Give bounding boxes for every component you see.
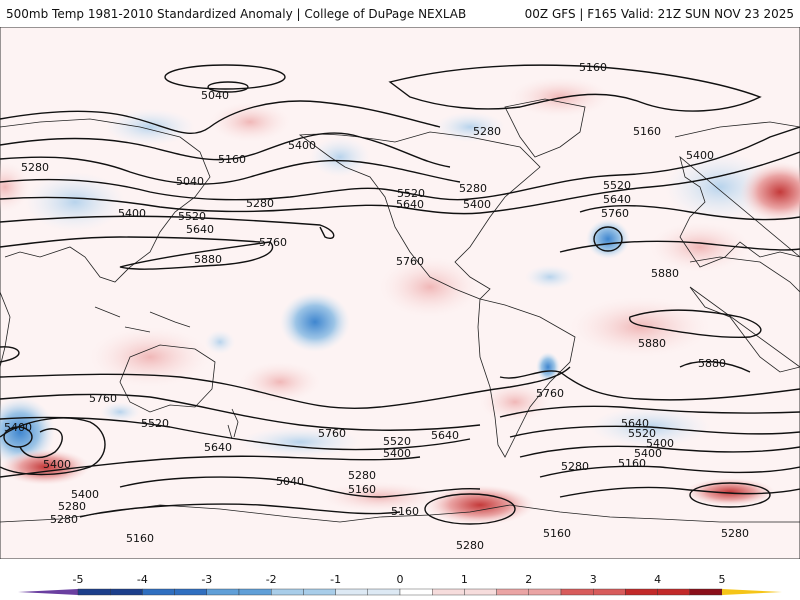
contour-label: 5880 bbox=[698, 357, 726, 370]
contour-label: 5280 bbox=[561, 460, 589, 473]
contour-label: 5400 bbox=[4, 421, 32, 434]
colorbar-tick-label: -2 bbox=[266, 573, 277, 586]
contour-label: 5640 bbox=[204, 441, 232, 454]
colorbar-tick-label: -1 bbox=[330, 573, 341, 586]
colorbar-tick-label: 2 bbox=[525, 573, 532, 586]
colorbar-max-arrow bbox=[722, 589, 782, 595]
contour-label: 5880 bbox=[194, 253, 222, 266]
contour-label: 5160 bbox=[633, 125, 661, 138]
contour-label: 5400 bbox=[463, 198, 491, 211]
contour-label: 5160 bbox=[543, 527, 571, 540]
contour-label: 5640 bbox=[396, 198, 424, 211]
colorbar-swatch bbox=[271, 588, 304, 596]
contour-label: 5160 bbox=[579, 61, 607, 74]
contour-label: 5520 bbox=[397, 187, 425, 200]
contour-label: 5280 bbox=[721, 527, 749, 540]
colorbar-swatch bbox=[528, 588, 562, 596]
colorbar-swatch bbox=[367, 588, 401, 596]
contour-label: 5160 bbox=[218, 153, 246, 166]
colorbar-swatch bbox=[303, 588, 336, 596]
colorbar: -5 -4 -3 -2 -1 0 1 2 3 4 5 bbox=[18, 573, 782, 596]
contour-label: 5040 bbox=[276, 475, 304, 488]
contour-label: 5400 bbox=[43, 458, 71, 471]
colorbar-swatch bbox=[593, 588, 626, 596]
colorbar-tick-label: -4 bbox=[137, 573, 148, 586]
contour-label: 5520 bbox=[628, 427, 656, 440]
contour-label: 5880 bbox=[651, 267, 679, 280]
contour-labels: 5160 5040 5400 5280 5160 5280 5400 5040 … bbox=[4, 61, 749, 552]
contour-label: 5640 bbox=[621, 417, 649, 430]
contour-label: 5280 bbox=[246, 197, 274, 210]
contour-label: 5160 bbox=[348, 483, 376, 496]
colorbar-swatch bbox=[174, 588, 208, 596]
colorbar-tick-label: 5 bbox=[719, 573, 726, 586]
contour-label: 5280 bbox=[348, 469, 376, 482]
anomaly-map: 5160 5040 5400 5280 5160 5280 5400 5040 … bbox=[0, 27, 800, 559]
contour-label: 5640 bbox=[186, 223, 214, 236]
contour-label: 5520 bbox=[603, 179, 631, 192]
height-contours bbox=[0, 64, 800, 525]
contour-label: 5280 bbox=[50, 513, 78, 526]
colorbar-tick-label: 0 bbox=[397, 573, 404, 586]
contour-label: 5280 bbox=[456, 539, 484, 552]
contour-label: 5760 bbox=[318, 427, 346, 440]
contour-label: 5160 bbox=[618, 457, 646, 470]
contour-label: 5040 bbox=[201, 89, 229, 102]
contour-label: 5280 bbox=[459, 182, 487, 195]
contour-label: 5400 bbox=[288, 139, 316, 152]
contour-label: 5040 bbox=[176, 175, 204, 188]
colorbar-tick-label: -5 bbox=[73, 573, 84, 586]
map-title: 500mb Temp 1981-2010 Standardized Anomal… bbox=[6, 7, 467, 21]
contour-label: 5760 bbox=[601, 207, 629, 220]
colorbar-min-arrow bbox=[18, 589, 78, 595]
colorbar-swatch bbox=[689, 588, 723, 596]
contour-label: 5760 bbox=[396, 255, 424, 268]
contour-label: 5400 bbox=[686, 149, 714, 162]
contour-label: 5400 bbox=[118, 207, 146, 220]
colorbar-tick-label: 3 bbox=[590, 573, 597, 586]
colorbar-swatch bbox=[238, 588, 272, 596]
contour-label: 5640 bbox=[431, 429, 459, 442]
colorbar-swatch bbox=[560, 588, 594, 596]
contour-label: 5400 bbox=[383, 447, 411, 460]
colorbar-swatches bbox=[18, 588, 782, 596]
contour-label: 5160 bbox=[391, 505, 419, 518]
contour-label: 5280 bbox=[21, 161, 49, 174]
colorbar-swatch bbox=[109, 588, 143, 596]
colorbar-swatch bbox=[335, 588, 369, 596]
colorbar-swatch bbox=[496, 588, 530, 596]
colorbar-swatch bbox=[142, 588, 175, 596]
contour-label: 5760 bbox=[259, 236, 287, 249]
colorbar-tick-label: 1 bbox=[461, 573, 468, 586]
model-run-info: 00Z GFS | F165 Valid: 21Z SUN NOV 23 202… bbox=[524, 7, 794, 21]
colorbar-swatch bbox=[625, 588, 658, 596]
contour-label: 5400 bbox=[71, 488, 99, 501]
contour-label: 5760 bbox=[89, 392, 117, 405]
contour-label: 5400 bbox=[634, 447, 662, 460]
contour-label: 5760 bbox=[536, 387, 564, 400]
colorbar-swatch bbox=[657, 588, 690, 596]
colorbar-tick-label: -3 bbox=[201, 573, 212, 586]
colorbar-swatch bbox=[206, 588, 240, 596]
contour-label: 5640 bbox=[603, 193, 631, 206]
colorbar-swatch bbox=[432, 588, 465, 596]
contour-label: 5520 bbox=[383, 435, 411, 448]
colorbar-swatch bbox=[464, 588, 497, 596]
contour-label: 5880 bbox=[638, 337, 666, 350]
contour-label: 5280 bbox=[473, 125, 501, 138]
contour-label: 5520 bbox=[141, 417, 169, 430]
contour-label: 5160 bbox=[126, 532, 154, 545]
contour-label: 5400 bbox=[646, 437, 674, 450]
colorbar-tick-labels: -5 -4 -3 -2 -1 0 1 2 3 4 5 bbox=[73, 573, 726, 586]
colorbar-swatch bbox=[77, 588, 111, 596]
colorbar-swatch bbox=[399, 588, 433, 596]
contour-label: 5280 bbox=[58, 500, 86, 513]
contour-label: 5520 bbox=[178, 210, 206, 223]
colorbar-tick-label: 4 bbox=[654, 573, 661, 586]
